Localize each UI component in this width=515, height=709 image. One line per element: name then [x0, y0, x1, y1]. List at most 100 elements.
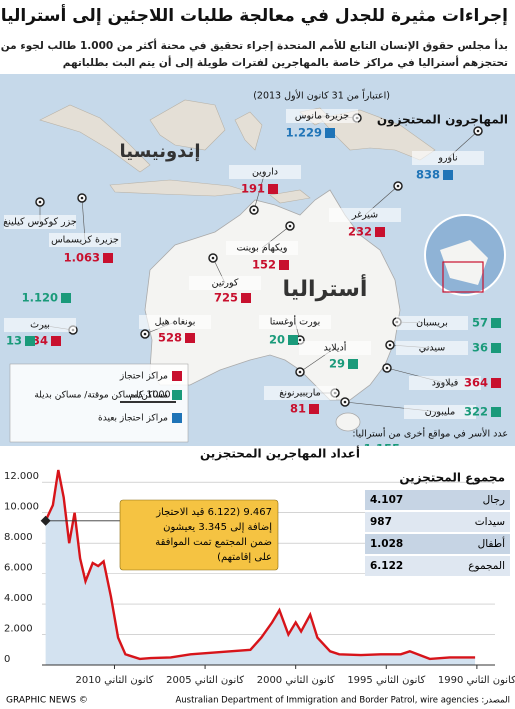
site-name: بريسبان: [416, 318, 448, 329]
name-bg: [226, 241, 298, 255]
x-tick-label: كانون الثاني 2005: [166, 675, 244, 686]
figure-swatch: [25, 336, 35, 346]
figure-swatch: [491, 343, 501, 353]
site-name: بورت أوغستا: [270, 315, 321, 328]
site-dot-core: [211, 256, 215, 260]
figure-swatch: [491, 318, 501, 328]
name-bg: [229, 165, 301, 179]
row-value: 6.122: [370, 560, 403, 572]
table-row: [365, 556, 510, 576]
site-name: جزر كوكوس كيلينغ: [3, 217, 77, 228]
legend-swatch: [172, 413, 182, 423]
name-bg: [189, 276, 261, 290]
site-name: ويكهام بوينت: [236, 243, 287, 254]
y-tick-label: 8.000: [4, 532, 33, 543]
annotation-marker: [40, 515, 51, 526]
y-tick-label: 12.000: [4, 471, 39, 482]
site-name: بونغاه هيل: [155, 317, 196, 328]
site-value: 81: [290, 402, 306, 416]
legend-label: مراكز احتجاز بعيدة: [98, 414, 168, 424]
figure-swatch: [241, 293, 251, 303]
name-bg: [329, 208, 401, 222]
name-bg: [412, 151, 484, 165]
legend-label: مراكز احتجاز: [119, 372, 168, 382]
y-tick-label: 0: [4, 654, 10, 665]
site-value: 34: [32, 334, 48, 348]
site-dot-core: [80, 196, 84, 200]
site-name: كورتين: [212, 278, 239, 289]
site-value: 20: [269, 333, 285, 347]
row-label: سيدات: [475, 516, 505, 528]
site-value: 1.120: [22, 291, 58, 305]
name-bg: [286, 109, 358, 123]
site-dot-core: [252, 208, 256, 212]
source: المصدر: Australian Department of Immigra…: [175, 696, 510, 706]
site-value: 152: [252, 258, 276, 272]
site-value: 57: [472, 316, 488, 330]
site-name: مليبورن: [425, 407, 455, 418]
region-label: أستراليا: [283, 273, 368, 302]
name-bg: [404, 405, 476, 419]
globe-frame: [442, 261, 484, 293]
row-label: رجال: [483, 494, 505, 506]
figure-swatch: [51, 336, 61, 346]
figure-swatch: [103, 253, 113, 263]
figure-swatch: [288, 335, 298, 345]
y-tick-label: 6.000: [4, 563, 33, 574]
y-tick-label: 10.000: [4, 502, 39, 513]
site-value: 191: [241, 182, 265, 196]
name-bg: [4, 215, 76, 229]
area: [45, 470, 476, 665]
name-bg: [409, 376, 481, 390]
site-name: ماريبيرنونغ: [279, 388, 320, 399]
y-tick-label: 2.000: [4, 624, 33, 635]
site-value: 29: [329, 357, 345, 371]
site-value: 528: [158, 331, 182, 345]
legend-label: مساكن/مساكن موقتة/ مساكن بديلة: [34, 391, 168, 401]
name-bg: [299, 341, 371, 355]
name-bg: [396, 316, 468, 330]
site-dot-core: [388, 343, 392, 347]
line: [44, 469, 476, 661]
site-dot-core: [476, 129, 480, 133]
site-name: جزيرة مانوس: [295, 111, 349, 122]
annotation-text: على إقامتهم): [217, 552, 272, 563]
site-name: فيلاوود: [432, 378, 458, 389]
site-name: بيرث: [30, 320, 50, 331]
site-dot-core: [38, 200, 42, 204]
totals-table: مجموع المحتجزين رجال 4.107 سيدات 987 أطفال 1.0…: [365, 471, 510, 576]
name-bg: [259, 315, 331, 329]
name-bg: [264, 386, 336, 400]
site-dot-core: [298, 370, 302, 374]
figure-swatch: [491, 407, 501, 417]
site-name: جزيرة كريسماس: [51, 235, 119, 246]
figure-swatch: [325, 128, 335, 138]
row-value: 987: [370, 516, 392, 528]
row-value: 1.028: [370, 538, 403, 550]
site-value: 725: [214, 291, 238, 305]
site-value: 322: [464, 405, 488, 419]
other-label: عدد الأسر في مواقع أخرى من أستراليا:: [352, 427, 508, 440]
row-value: 4.107: [370, 494, 403, 506]
row-label: أطفال: [478, 536, 505, 550]
name-bg: [396, 341, 468, 355]
map-subtitle: (اعتباراً من 31 كانون الأول 2013): [253, 88, 390, 101]
legend-swatch: [172, 390, 182, 400]
figure-swatch: [309, 404, 319, 414]
site-dot-core: [396, 184, 400, 188]
figure-swatch: [443, 170, 453, 180]
figure-swatch: [348, 359, 358, 369]
annotation-text: ضمن المجتمع تمت الموافقة: [155, 537, 272, 548]
figure-swatch: [268, 184, 278, 194]
subtitle-line: بدأ مجلس حقوق الإنسان التابع للأمم المتح…: [0, 38, 508, 52]
x-tick-label: كانون الثاني 2010: [76, 675, 154, 686]
map-title: المهاجرون المحتجزون: [377, 113, 508, 128]
site-dot-core: [143, 332, 147, 336]
scale-label: 1000 كلم: [129, 390, 170, 401]
figure-swatch: [185, 333, 195, 343]
region-label: إندونيسيا: [119, 141, 200, 162]
site-dot-core: [288, 224, 292, 228]
site-dot-core: [298, 338, 302, 342]
chart-title: أعداد المهاجرين المحتجزين: [200, 446, 360, 461]
